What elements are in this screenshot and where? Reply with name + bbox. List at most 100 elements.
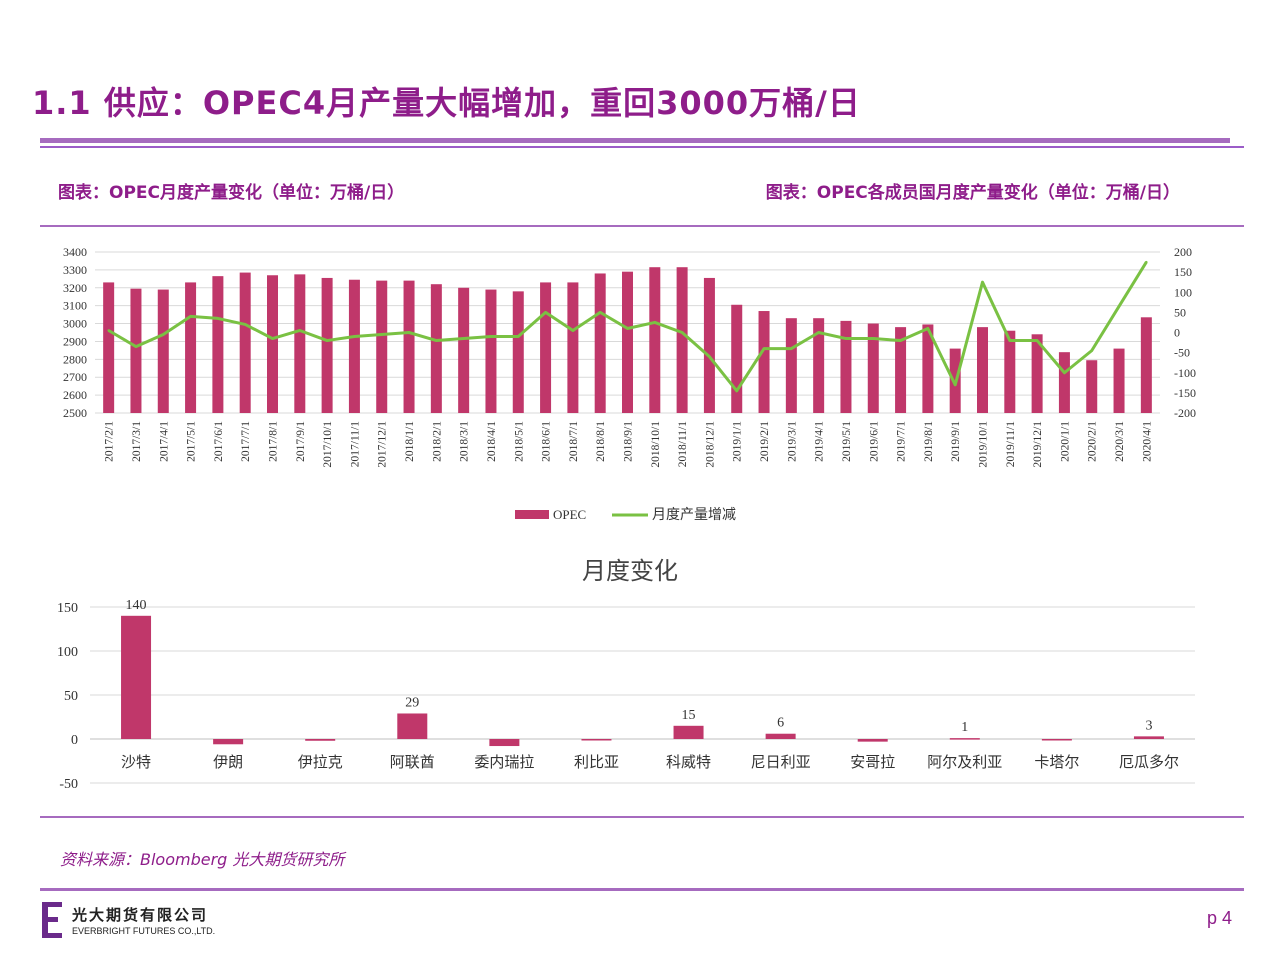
y-tick-label-left: 2800 (63, 352, 87, 366)
logo-company-name-en: EVERBRIGHT FUTURES CO.,LTD. (72, 926, 216, 936)
change-point (407, 331, 411, 334)
opec-bar (430, 284, 442, 413)
opec-bar (267, 275, 278, 413)
x-tick-label: 委内瑞拉 (474, 754, 534, 771)
y-tick-label-right: -200 (1174, 406, 1196, 420)
change-point (243, 323, 247, 326)
opec-bar (840, 320, 852, 413)
x-tick-label: 2017/9/1 (295, 421, 307, 462)
member-bar (1041, 739, 1072, 741)
opec-bar (239, 272, 251, 413)
change-point (598, 311, 602, 314)
x-tick-label: 卡塔尔 (1034, 754, 1079, 771)
change-point (380, 333, 383, 336)
change-point (817, 331, 820, 334)
y-tick-label-left: 3200 (63, 281, 87, 295)
y-tick-label-left: 2600 (63, 388, 87, 402)
change-point (735, 389, 738, 393)
y-tick-label-right: 100 (1174, 285, 1192, 299)
change-point (517, 335, 520, 338)
y-tick-label: 100 (57, 645, 78, 660)
member-bar (765, 733, 796, 739)
opec-bar (785, 318, 797, 413)
x-tick-label: 2017/11/1 (349, 421, 361, 467)
x-tick-label: 阿尔及利亚 (927, 754, 1002, 771)
change-point (134, 345, 138, 348)
chart-title: 月度变化 (582, 558, 678, 585)
opec-bar (485, 289, 497, 413)
change-point (926, 327, 930, 330)
member-bar (397, 713, 428, 739)
x-tick-label: 2018/2/1 (431, 421, 443, 462)
x-tick-label: 2019/9/1 (950, 421, 962, 462)
opec-bar (1031, 334, 1043, 413)
change-point (1117, 305, 1121, 308)
change-point (680, 331, 684, 334)
member-bar (949, 738, 980, 740)
x-tick-label: 利比亚 (574, 754, 619, 771)
opec-bar (512, 291, 524, 413)
change-point (489, 335, 493, 338)
y-tick-label: 50 (64, 689, 78, 704)
opec-bar (157, 289, 169, 413)
x-tick-label: 科威特 (666, 754, 711, 771)
change-point (462, 337, 465, 340)
change-point (298, 329, 302, 332)
change-point (1145, 260, 1148, 264)
x-tick-label: 2017/10/1 (322, 421, 334, 468)
opec-bar (977, 327, 988, 413)
x-tick-label: 2017/3/1 (131, 421, 143, 462)
opec-bar (212, 276, 224, 413)
everbright-logo-icon (42, 902, 62, 938)
opec-bar (185, 282, 197, 413)
data-label: 15 (682, 708, 696, 723)
y-tick-label-right: -50 (1174, 346, 1190, 360)
x-tick-label: 2019/6/1 (868, 421, 880, 462)
y-tick-label-left: 3300 (63, 263, 87, 277)
change-point (708, 355, 711, 358)
x-tick-label: 2017/8/1 (268, 421, 280, 462)
opec-production-chart: 2500 2600 2700 2800 2900 3000 3100 3200 3300 3400… (63, 245, 1196, 523)
opec-bar (1113, 348, 1125, 413)
opec-bar (813, 318, 825, 413)
chart-caption-opec: 图表：OPEC月度产量变化（单位：万桶/日） (58, 183, 405, 203)
footer-divider (40, 888, 1244, 891)
change-point (626, 327, 629, 330)
opec-bar (1140, 317, 1152, 413)
opec-bar (376, 280, 388, 413)
opec-bar (130, 288, 142, 413)
x-tick-label: 2018/3/1 (459, 421, 471, 462)
title-underline-thick (40, 138, 1230, 143)
data-label: 29 (405, 695, 419, 710)
x-tick-label: 2017/2/1 (104, 421, 116, 462)
page-number: p 4 (1206, 908, 1232, 928)
x-tick-label: 2017/4/1 (158, 421, 170, 462)
x-tick-label: 2018/11/1 (677, 421, 689, 467)
x-tick-label: 2018/5/1 (513, 421, 525, 462)
x-tick-label: 2019/3/1 (786, 421, 798, 462)
caption-divider (40, 225, 1244, 227)
change-point (544, 311, 547, 314)
member-bar (673, 725, 704, 739)
data-label: 3 (1145, 718, 1152, 733)
opec-bar (895, 327, 907, 413)
x-tick-label: 伊拉克 (298, 754, 343, 771)
y-tick-label-left: 2900 (63, 334, 87, 348)
opec-bar (676, 267, 688, 413)
x-tick-label: 2017/12/1 (377, 421, 389, 468)
change-point (653, 321, 657, 324)
y-tick-label-left: 2500 (63, 406, 87, 420)
opec-bar (922, 324, 934, 413)
opec-bar (758, 311, 770, 413)
opec-bar (594, 273, 606, 413)
member-bar (1133, 736, 1164, 739)
y-tick-label-right: 150 (1174, 265, 1192, 279)
change-point (435, 339, 438, 342)
y-tick-label-right: -150 (1174, 386, 1196, 400)
change-point (844, 337, 848, 340)
change-point (1063, 371, 1066, 374)
change-point (899, 339, 902, 342)
x-tick-label: 2017/5/1 (186, 421, 198, 462)
x-tick-label: 厄瓜多尔 (1119, 754, 1179, 771)
y-tick-label-left: 3100 (63, 299, 87, 313)
